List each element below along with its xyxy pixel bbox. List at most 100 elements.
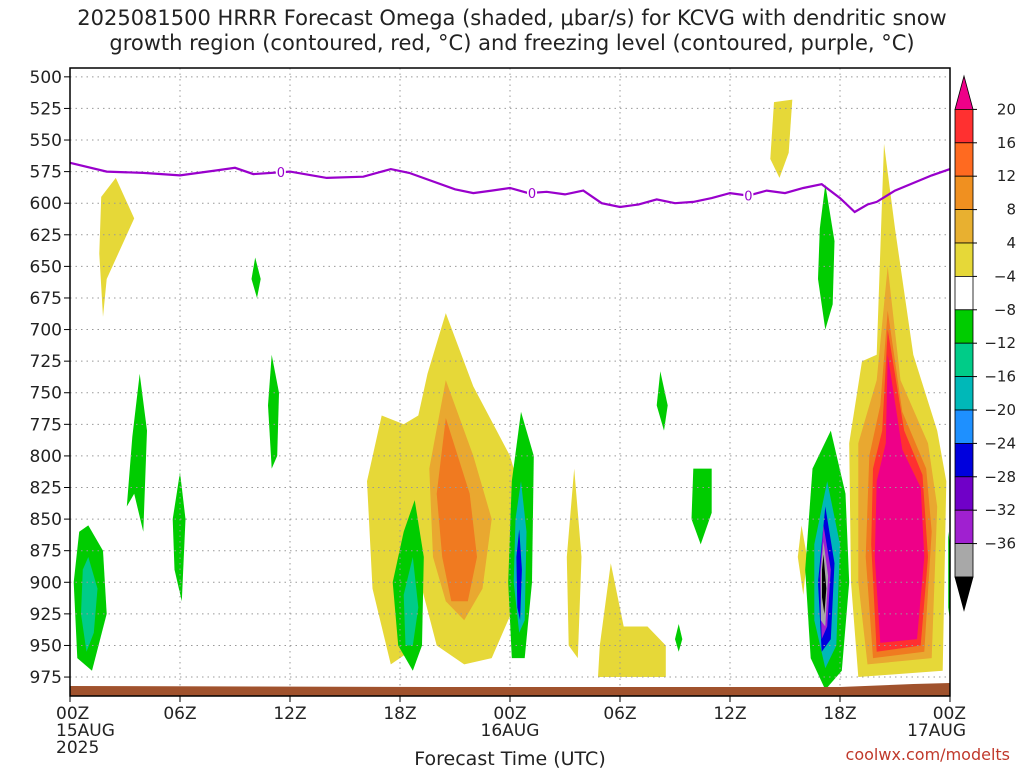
freezing-level-label: 0 — [277, 166, 285, 181]
omega-region-descent-teal-b — [403, 557, 419, 646]
surface-terrain — [70, 683, 950, 696]
colorbar-swatch — [954, 342, 974, 378]
colorbar-label: 20 — [997, 100, 1016, 118]
colorbar-label: −8 — [994, 301, 1016, 319]
omega-region-ascent-yellow-d — [566, 468, 582, 659]
omega-region-ascent-yellow-j — [797, 525, 807, 595]
freezing-label-bg-1 — [527, 184, 537, 200]
y-tick-label: 575 — [30, 163, 62, 183]
x-tick-label: 06Z — [603, 704, 636, 724]
y-tick-label: 525 — [30, 99, 62, 119]
colorbar-label: 4 — [1006, 234, 1016, 252]
omega-region-descent-teal-left — [81, 557, 98, 652]
freezing-level-label: 0 — [744, 190, 752, 205]
omega-region-descent-green-h — [691, 468, 712, 545]
colorbar-swatch — [954, 309, 974, 344]
omega-region-descent-green-g — [675, 624, 683, 652]
y-tick-label: 625 — [30, 226, 62, 246]
omega-region-descent-green-upper — [251, 257, 261, 298]
x-axis-title: Forecast Time (UTC) — [414, 748, 605, 768]
x-tick-date: 15AUG — [56, 721, 115, 741]
omega-region-ascent-yellow-early — [99, 177, 135, 317]
colorbar: 20 16 12 8 4 −4 −8 −12 −16 −20 −24 −28 −32 −36 — [954, 74, 1016, 612]
colorbar-swatch — [954, 109, 974, 144]
y-tick-label: 650 — [30, 257, 62, 277]
y-tick-label: 725 — [30, 352, 62, 372]
colorbar-label: 8 — [1006, 201, 1016, 219]
y-tick-label: 750 — [30, 384, 62, 404]
x-tick-label: 18Z — [823, 704, 856, 724]
omega-shading — [73, 99, 950, 690]
colorbar-swatch — [954, 509, 974, 545]
y-tick-label: 500 — [30, 68, 62, 88]
colorbar-swatch — [954, 543, 974, 578]
colorbar-swatch — [954, 175, 974, 210]
y-tick-label: 800 — [30, 447, 62, 467]
omega-region-descent-green-strip1 — [126, 373, 147, 532]
freezing-level-label: 0 — [528, 187, 536, 202]
y-tick-label: 700 — [30, 321, 62, 341]
y-tick-label: 550 — [30, 131, 62, 151]
freezing-label-bg-2 — [743, 187, 754, 203]
x-tick-label: 06Z — [163, 704, 196, 724]
x-tick-label: 00Z — [933, 704, 966, 724]
y-tick-label: 850 — [30, 510, 62, 530]
omega-region-ascent-darkorange-main — [436, 418, 477, 602]
y-tick-label: 875 — [30, 542, 62, 562]
x-tick-label: 00Z — [56, 704, 89, 724]
omega-region-descent-blue-c — [516, 529, 522, 621]
ground-strip — [70, 683, 950, 696]
colorbar-swatch — [954, 142, 974, 177]
colorbar-bottom-arrow — [954, 576, 974, 612]
colorbar-swatch — [954, 442, 974, 478]
colorbar-label: 12 — [997, 167, 1016, 185]
colorbar-label: −20 — [984, 401, 1016, 419]
colorbar-label: −32 — [984, 501, 1016, 519]
x-tick-label: 00Z — [493, 704, 526, 724]
colorbar-label: −28 — [984, 468, 1016, 486]
colorbar-swatch — [954, 376, 974, 411]
x-tick-year: 2025 — [56, 738, 99, 758]
colorbar-label: 16 — [997, 134, 1016, 152]
x-tick-label: 18Z — [383, 704, 416, 724]
omega-region-ascent-magenta-right — [874, 354, 925, 643]
omega-region-descent-black-big — [822, 554, 827, 614]
colorbar-label: −36 — [984, 535, 1016, 553]
freezing-level-contour: 0 0 0 — [69, 161, 951, 214]
colorbar-label: −16 — [984, 368, 1016, 386]
colorbar-swatch — [954, 275, 974, 311]
y-tick-label: 950 — [30, 636, 62, 656]
omega-region-descent-green-f — [656, 371, 668, 431]
y-tick-label: 975 — [30, 668, 62, 688]
freezing-label-bg-0 — [275, 164, 286, 180]
colorbar-swatch — [954, 242, 974, 277]
x-tick-label: 12Z — [273, 704, 306, 724]
colorbar-top-arrow — [954, 74, 974, 110]
omega-region-descent-green-k — [818, 184, 835, 330]
y-tick-label: 775 — [30, 415, 62, 435]
colorbar-swatch — [954, 409, 974, 444]
omega-region-descent-green-strip2 — [172, 472, 186, 602]
omega-region-ascent-yellow-e — [598, 563, 666, 677]
colorbar-swatch — [954, 476, 974, 511]
colorbar-label: −24 — [984, 434, 1016, 452]
colorbar-label: −12 — [984, 334, 1016, 352]
grid-lines — [69, 68, 951, 696]
y-axis: 500 525 550 575 600 625 650 675 700 725 750 775 800 8… — [30, 68, 70, 688]
chart-title: 2025081500 HRRR Forecast Omega (shaded, … — [77, 6, 947, 55]
y-tick-label: 600 — [30, 194, 62, 214]
x-tick-date: 17AUG — [907, 721, 966, 741]
y-tick-label: 900 — [30, 573, 62, 593]
omega-region-ascent-yellow-i — [770, 99, 793, 178]
x-tick-label: 12Z — [713, 704, 746, 724]
colorbar-label: −4 — [994, 267, 1016, 285]
y-tick-label: 925 — [30, 605, 62, 625]
colorbar-swatch — [954, 209, 974, 244]
x-tick-date: 16AUG — [481, 721, 540, 741]
freezing-level-line — [69, 161, 951, 214]
credit-text: coolwx.com/modelts — [845, 745, 1010, 764]
omega-region-descent-green-strip3 — [268, 354, 279, 469]
y-tick-label: 675 — [30, 289, 62, 309]
